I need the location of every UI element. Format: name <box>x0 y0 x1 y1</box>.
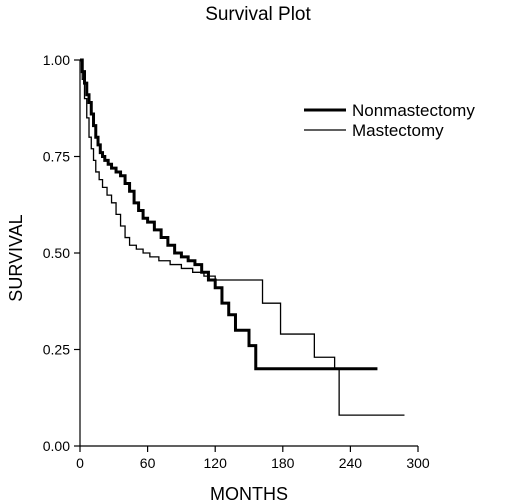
x-tick-label: 60 <box>140 455 156 471</box>
y-tick-label: 0.75 <box>43 149 70 165</box>
x-tick-label: 180 <box>271 455 295 471</box>
series-line-nonmastectomy <box>80 58 378 371</box>
y-tick-label: 1.00 <box>43 52 70 68</box>
x-tick-label: 240 <box>339 455 363 471</box>
y-tick-label: 0.00 <box>43 438 70 454</box>
legend-label-mastectomy: Mastectomy <box>352 121 444 140</box>
x-tick-label: 300 <box>406 455 430 471</box>
x-axis-label: MONTHS <box>210 484 288 504</box>
legend: Nonmastectomy Mastectomy <box>304 101 475 140</box>
series-lines <box>80 58 405 416</box>
chart-title: Survival Plot <box>205 4 311 25</box>
x-tick-label: 120 <box>204 455 228 471</box>
legend-label-nonmastectomy: Nonmastectomy <box>352 101 475 120</box>
y-axis-label: SURVIVAL <box>6 214 26 301</box>
series-line-mastectomy <box>80 59 405 416</box>
y-tick-label: 0.50 <box>43 245 70 261</box>
y-tick-label: 0.25 <box>43 342 70 358</box>
ticks: 0 60 120 180 240 300 0.00 0.25 0.50 0.75 1.00 <box>43 52 430 471</box>
x-tick-label: 0 <box>76 455 84 471</box>
